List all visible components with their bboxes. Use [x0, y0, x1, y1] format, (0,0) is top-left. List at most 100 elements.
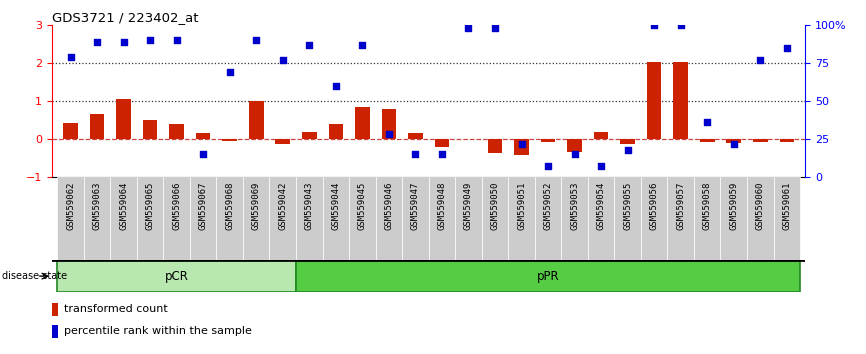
Text: GSM559042: GSM559042 [278, 181, 288, 229]
Bar [647, 62, 662, 139]
Bar [296, 177, 322, 260]
Text: GSM559055: GSM559055 [624, 181, 632, 229]
Bar [190, 177, 216, 260]
Bar [588, 177, 614, 260]
Point [727, 141, 740, 146]
Bar [216, 177, 243, 260]
Bar [668, 177, 694, 260]
Bar [721, 177, 747, 260]
Text: GSM559045: GSM559045 [358, 181, 367, 229]
Bar [561, 177, 588, 260]
Point [541, 164, 555, 169]
Text: GSM559065: GSM559065 [145, 181, 155, 229]
Bar [223, 139, 237, 141]
Bar [674, 62, 688, 139]
Point [302, 42, 316, 47]
Text: GSM559047: GSM559047 [410, 181, 420, 229]
Bar [376, 177, 402, 260]
Text: GSM559061: GSM559061 [782, 181, 792, 229]
Bar [116, 99, 131, 139]
Point [249, 37, 263, 43]
Point [594, 164, 608, 169]
Point [435, 152, 449, 157]
Bar [429, 177, 456, 260]
Bar [614, 177, 641, 260]
Text: GDS3721 / 223402_at: GDS3721 / 223402_at [52, 11, 198, 24]
Point [223, 69, 236, 75]
Bar [535, 177, 561, 260]
Bar [84, 177, 110, 260]
Bar [63, 123, 78, 139]
Point [63, 54, 77, 59]
Bar [382, 109, 396, 139]
Text: GSM559046: GSM559046 [385, 181, 393, 229]
Bar [594, 132, 609, 139]
Point [197, 152, 210, 157]
Point [355, 42, 369, 47]
Bar [481, 177, 508, 260]
Bar [514, 139, 529, 155]
Point [514, 141, 528, 146]
Bar [488, 139, 502, 153]
Point [621, 147, 635, 153]
Bar [773, 177, 800, 260]
Text: GSM559067: GSM559067 [198, 181, 208, 229]
Bar [322, 177, 349, 260]
Bar [641, 177, 668, 260]
Text: GSM559068: GSM559068 [225, 181, 234, 229]
Bar [110, 177, 137, 260]
Point [117, 39, 131, 44]
Text: percentile rank within the sample: percentile rank within the sample [64, 326, 252, 336]
Bar [620, 139, 635, 144]
Text: GSM559057: GSM559057 [676, 181, 685, 229]
Bar [164, 177, 190, 260]
Point [143, 37, 157, 43]
Bar [170, 124, 184, 139]
Bar [302, 132, 317, 139]
Bar [508, 177, 535, 260]
Text: pPR: pPR [537, 270, 559, 282]
Bar [57, 177, 84, 260]
Text: GSM559059: GSM559059 [729, 181, 738, 229]
Point [753, 57, 767, 63]
Point [409, 152, 423, 157]
Bar [456, 177, 481, 260]
Text: GSM559056: GSM559056 [650, 181, 659, 229]
Bar [435, 139, 449, 147]
Bar [567, 139, 582, 152]
Text: GSM559064: GSM559064 [120, 181, 128, 229]
Text: GSM559069: GSM559069 [252, 181, 261, 229]
Bar [52, 303, 58, 316]
Point [488, 25, 502, 31]
Bar [275, 139, 290, 143]
Bar [700, 139, 714, 142]
Bar [408, 133, 423, 139]
Bar [243, 177, 269, 260]
Bar [137, 177, 164, 260]
Point [647, 22, 661, 28]
Text: GSM559054: GSM559054 [597, 181, 605, 229]
Point [780, 45, 794, 50]
Bar [694, 177, 721, 260]
Bar [269, 177, 296, 260]
Text: GSM559043: GSM559043 [305, 181, 313, 229]
Text: GSM559049: GSM559049 [464, 181, 473, 229]
Bar [143, 120, 158, 139]
Text: GSM559063: GSM559063 [93, 181, 101, 229]
Text: GSM559062: GSM559062 [66, 181, 75, 229]
Point [674, 22, 688, 28]
Bar [779, 139, 794, 142]
Text: GSM559044: GSM559044 [332, 181, 340, 229]
Point [170, 37, 184, 43]
Bar [90, 114, 105, 139]
Point [276, 57, 290, 63]
Point [462, 25, 475, 31]
Text: disease state: disease state [2, 271, 67, 281]
Text: GSM559051: GSM559051 [517, 181, 526, 229]
Text: pCR: pCR [165, 270, 189, 282]
Point [382, 132, 396, 137]
Bar [727, 139, 741, 143]
Point [90, 39, 104, 44]
Bar [753, 139, 767, 142]
Text: GSM559060: GSM559060 [756, 181, 765, 229]
